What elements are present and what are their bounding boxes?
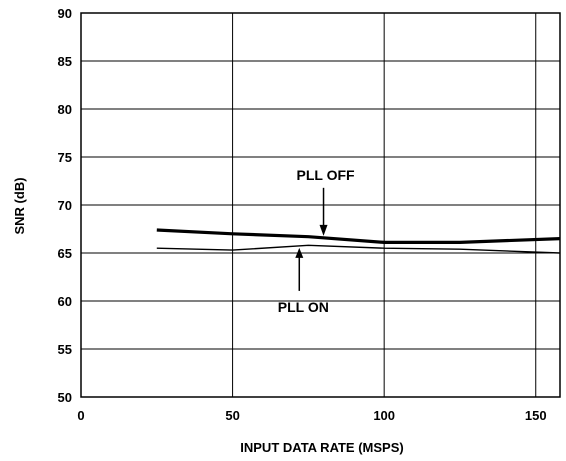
tick-labels: 50 55 60 65 70 75 80 85 90 0 50 100 150	[58, 6, 547, 423]
y-tick-label: 75	[58, 150, 72, 165]
y-tick-label: 60	[58, 294, 72, 309]
annotation-arrowhead	[295, 247, 304, 258]
x-tick-label: 50	[225, 408, 239, 423]
annotation-label: PLL OFF	[296, 167, 355, 183]
y-tick-label: 65	[58, 246, 72, 261]
x-tick-label: 150	[525, 408, 547, 423]
x-tick-label: 0	[77, 408, 84, 423]
series-lines	[156, 228, 561, 254]
y-tick-label: 70	[58, 198, 72, 213]
series-line-pll-off	[156, 228, 561, 244]
y-axis-title: SNR (dB)	[12, 177, 27, 234]
x-axis-title: INPUT DATA RATE (MSPS)	[240, 440, 403, 455]
x-tick-label: 100	[373, 408, 395, 423]
plot-border	[80, 12, 561, 398]
annotations: PLL OFF PLL ON	[278, 167, 355, 315]
grid-lines	[81, 13, 560, 397]
annotation-arrowhead	[319, 224, 328, 236]
y-tick-label: 80	[58, 102, 72, 117]
y-tick-label: 85	[58, 54, 72, 69]
y-tick-label: 90	[58, 6, 72, 21]
y-tick-label: 55	[58, 342, 72, 357]
series-line-pll-on	[156, 244, 561, 254]
y-tick-label: 50	[58, 390, 72, 405]
annotation-pll-off: PLL OFF	[296, 167, 355, 236]
annotation-pll-on: PLL ON	[278, 247, 329, 315]
annotation-label: PLL ON	[278, 299, 329, 315]
plot-frame	[80, 12, 561, 398]
